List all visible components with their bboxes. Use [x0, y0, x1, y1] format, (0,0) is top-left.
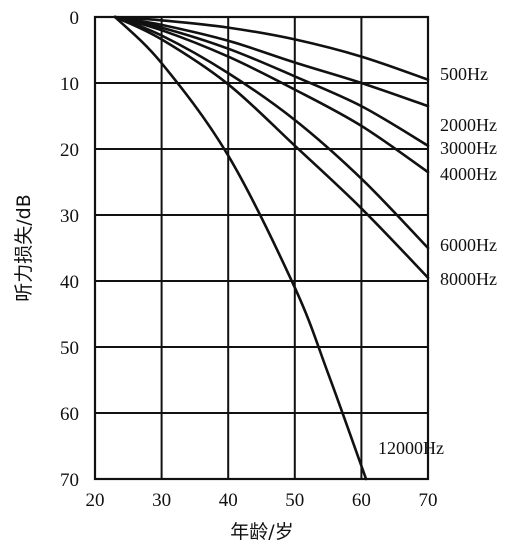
- y-tick-label: 50: [60, 338, 79, 359]
- grid: [93, 15, 430, 481]
- y-tick-label: 30: [60, 206, 79, 227]
- plot-frame: [93, 15, 430, 481]
- series-line-8000Hz: [113, 15, 430, 279]
- series-label-12000Hz: 12000Hz: [378, 438, 444, 458]
- series-line-4000Hz: [113, 15, 430, 174]
- x-tick-label: 50: [285, 490, 304, 511]
- series-label-8000Hz: 8000Hz: [440, 269, 497, 289]
- x-tick-label: 20: [86, 490, 105, 511]
- x-tick-label: 60: [352, 490, 371, 511]
- series-line-500Hz: [113, 15, 430, 81]
- series-label-500Hz: 500Hz: [440, 64, 488, 84]
- x-tick-label: 70: [419, 490, 438, 511]
- series-line-6000Hz: [113, 15, 430, 250]
- x-axis-title: 年龄/岁: [230, 521, 293, 543]
- y-tick-label: 60: [60, 404, 79, 425]
- curves: [113, 15, 430, 481]
- y-tick-label: 40: [60, 272, 79, 293]
- y-axis-title: 听力损失/dB: [13, 194, 35, 302]
- x-tick-labels: 20 30 40 50 60 70: [86, 490, 438, 511]
- series-line-2000Hz: [113, 15, 430, 108]
- series-line-12000Hz: [113, 15, 368, 481]
- series-label-4000Hz: 4000Hz: [440, 164, 497, 184]
- y-tick-label: 10: [60, 74, 79, 95]
- y-tick-labels: 0 10 20 30 40 50 60 70: [60, 8, 79, 491]
- series-label-3000Hz: 3000Hz: [440, 138, 497, 158]
- series-label-6000Hz: 6000Hz: [440, 235, 497, 255]
- x-tick-label: 30: [152, 490, 171, 511]
- y-tick-label: 70: [60, 470, 79, 491]
- y-tick-label: 20: [60, 140, 79, 161]
- x-tick-label: 40: [219, 490, 238, 511]
- series-labels: 500Hz 2000Hz 3000Hz 4000Hz 6000Hz 8000Hz 12000…: [378, 64, 497, 458]
- y-tick-label: 0: [70, 8, 80, 29]
- series-label-2000Hz: 2000Hz: [440, 115, 497, 135]
- series-line-3000Hz: [113, 15, 430, 147]
